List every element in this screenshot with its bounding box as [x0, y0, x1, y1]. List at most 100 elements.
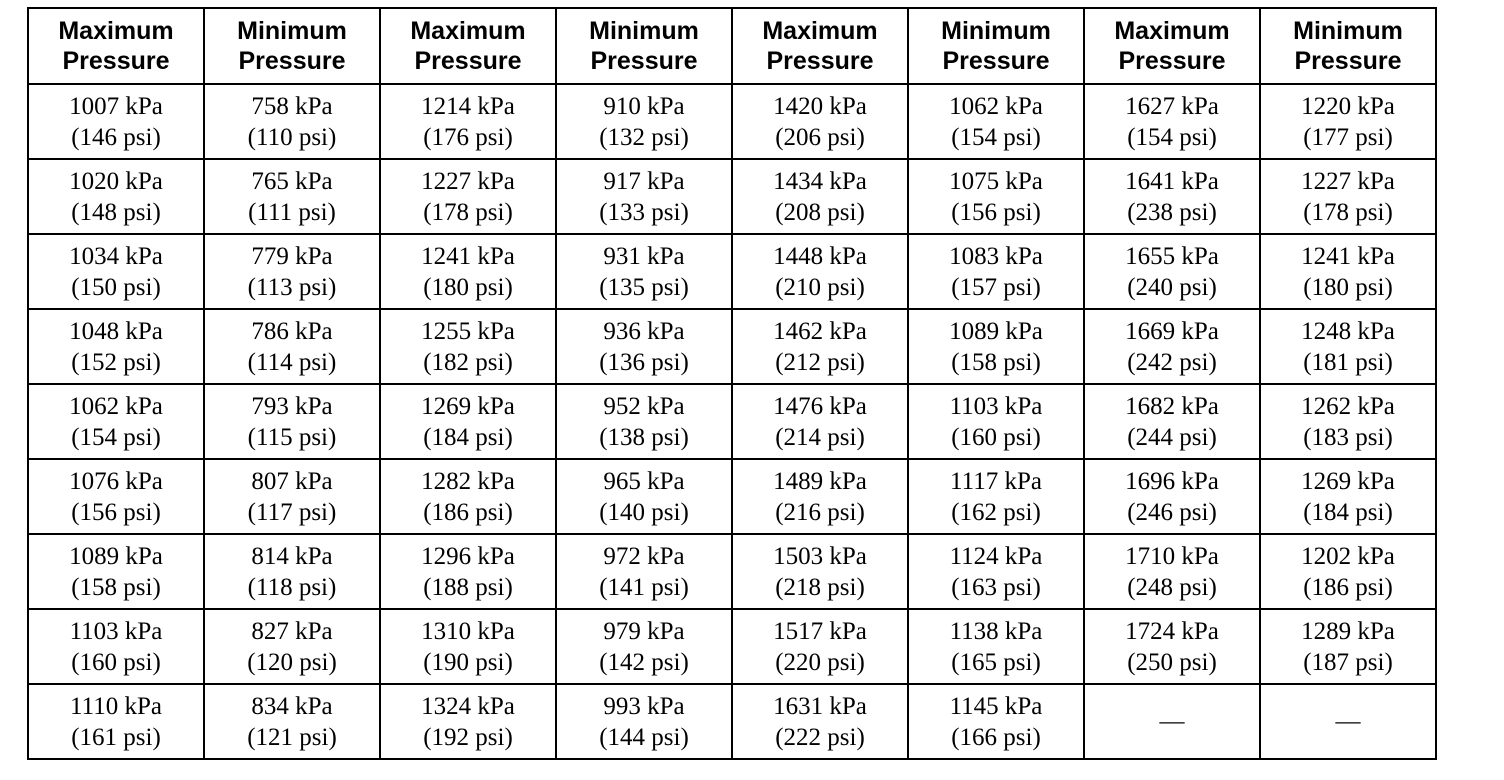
cell-text: 1020 kPa: [69, 167, 163, 195]
cell-text: (184 psi): [1303, 498, 1393, 526]
header-text: Maximum: [762, 17, 878, 45]
cell-text: 827 kPa: [251, 617, 333, 645]
cell-text: 1631 kPa: [773, 692, 867, 720]
cell-text: (250 psi): [1127, 648, 1217, 676]
cell-text: 1489 kPa: [773, 467, 867, 495]
header-cell: Minimum Pressure: [555, 7, 733, 85]
table-cell: 779 kPa (113 psi): [203, 233, 381, 310]
table-cell: 1282 kPa (186 psi): [379, 458, 557, 535]
cell-text: (208 psi): [775, 198, 865, 226]
cell-text: (184 psi): [423, 423, 513, 451]
table-row: 1076 kPa (156 psi) 807 kPa (117 psi) 1282 kP…: [27, 458, 1437, 535]
cell-text: 1089 kPa: [949, 317, 1043, 345]
table-cell: 814 kPa (118 psi): [203, 533, 381, 610]
cell-text: 786 kPa: [251, 317, 333, 345]
cell-text: (111 psi): [248, 198, 336, 226]
table-row: 1062 kPa (154 psi) 793 kPa (115 psi) 1269 kP…: [27, 383, 1437, 460]
cell-text: (182 psi): [423, 348, 513, 376]
table-cell: 807 kPa (117 psi): [203, 458, 381, 535]
table-cell: 1289 kPa (187 psi): [1259, 608, 1437, 685]
header-text: Maximum: [410, 17, 526, 45]
table-cell: 1255 kPa (182 psi): [379, 308, 557, 385]
cell-text: 1214 kPa: [421, 92, 515, 120]
table-cell: 1007 kPa (146 psi): [27, 83, 205, 160]
cell-text: (141 psi): [599, 573, 689, 601]
table-cell: 834 kPa (121 psi): [203, 683, 381, 760]
cell-text: (181 psi): [1303, 348, 1393, 376]
cell-text: (162 psi): [951, 498, 1041, 526]
cell-text: 1641 kPa: [1125, 167, 1219, 195]
table-row: 1089 kPa (158 psi) 814 kPa (118 psi) 1296 kP…: [27, 533, 1437, 610]
cell-text: (186 psi): [423, 498, 513, 526]
table-cell: 758 kPa (110 psi): [203, 83, 381, 160]
table-cell: 1262 kPa (183 psi): [1259, 383, 1437, 460]
cell-text: 1227 kPa: [1301, 167, 1395, 195]
cell-text: 979 kPa: [603, 617, 685, 645]
cell-text: (110 psi): [247, 123, 337, 151]
cell-text: 1282 kPa: [421, 467, 515, 495]
cell-text: (154 psi): [71, 423, 161, 451]
header-text: Pressure: [1294, 47, 1402, 75]
cell-text: 1627 kPa: [1125, 92, 1219, 120]
cell-text: 1269 kPa: [1301, 467, 1395, 495]
table-row: 1110 kPa (161 psi) 834 kPa (121 psi) 1324 kP…: [27, 683, 1437, 760]
header-text: Pressure: [238, 47, 346, 75]
cell-text: (152 psi): [71, 348, 161, 376]
table-cell: 972 kPa (141 psi): [555, 533, 733, 610]
table-cell: 1020 kPa (148 psi): [27, 158, 205, 235]
cell-text: (242 psi): [1127, 348, 1217, 376]
table-cell: 1434 kPa (208 psi): [731, 158, 909, 235]
cell-text: 1517 kPa: [773, 617, 867, 645]
table-cell: 1145 kPa (166 psi): [907, 683, 1085, 760]
cell-text: (140 psi): [599, 498, 689, 526]
cell-text: 952 kPa: [603, 392, 685, 420]
table-cell: 1655 kPa (240 psi): [1083, 233, 1261, 310]
cell-text: 1434 kPa: [773, 167, 867, 195]
table-cell: 1117 kPa (162 psi): [907, 458, 1085, 535]
cell-text: 1007 kPa: [69, 92, 163, 120]
cell-text: 1145 kPa: [949, 692, 1043, 720]
table-cell: 1214 kPa (176 psi): [379, 83, 557, 160]
cell-text: (132 psi): [599, 123, 689, 151]
cell-text: 1124 kPa: [949, 542, 1043, 570]
cell-text: (158 psi): [71, 573, 161, 601]
cell-text: 1724 kPa: [1125, 617, 1219, 645]
table-cell: 827 kPa (120 psi): [203, 608, 381, 685]
table-cell: 910 kPa (132 psi): [555, 83, 733, 160]
cell-text: 1262 kPa: [1301, 392, 1395, 420]
cell-text: 1448 kPa: [773, 242, 867, 270]
header-row: Maximum Pressure Minimum Pressure Maximum Pre…: [27, 7, 1437, 85]
cell-text: 793 kPa: [251, 392, 333, 420]
header-text: Minimum: [589, 17, 699, 45]
table-cell: 1420 kPa (206 psi): [731, 83, 909, 160]
cell-text: 910 kPa: [603, 92, 685, 120]
table-cell: 1202 kPa (186 psi): [1259, 533, 1437, 610]
table-cell: 1048 kPa (152 psi): [27, 308, 205, 385]
cell-text: (154 psi): [1127, 123, 1217, 151]
cell-text: 1220 kPa: [1301, 92, 1395, 120]
table-cell: 1631 kPa (222 psi): [731, 683, 909, 760]
table-cell: 952 kPa (138 psi): [555, 383, 733, 460]
table-cell: 1517 kPa (220 psi): [731, 608, 909, 685]
cell-text: 779 kPa: [251, 242, 333, 270]
header-text: Maximum: [58, 17, 174, 45]
header-text: Pressure: [942, 47, 1050, 75]
table-cell: 1669 kPa (242 psi): [1083, 308, 1261, 385]
cell-text: (156 psi): [71, 498, 161, 526]
cell-text: 1138 kPa: [949, 617, 1043, 645]
table-cell: 1124 kPa (163 psi): [907, 533, 1085, 610]
cell-text: (115 psi): [247, 423, 337, 451]
table-cell: 1220 kPa (177 psi): [1259, 83, 1437, 160]
header-text: Pressure: [766, 47, 874, 75]
table-cell: 1138 kPa (165 psi): [907, 608, 1085, 685]
cell-text: (166 psi): [951, 723, 1041, 751]
table-cell: 786 kPa (114 psi): [203, 308, 381, 385]
cell-text: 1076 kPa: [69, 467, 163, 495]
cell-text: 993 kPa: [603, 692, 685, 720]
cell-text: (150 psi): [71, 273, 161, 301]
header-cell: Maximum Pressure: [27, 7, 205, 85]
cell-text: 814 kPa: [251, 542, 333, 570]
table-cell: 1076 kPa (156 psi): [27, 458, 205, 535]
cell-text: 1296 kPa: [421, 542, 515, 570]
cell-text: 1255 kPa: [421, 317, 515, 345]
